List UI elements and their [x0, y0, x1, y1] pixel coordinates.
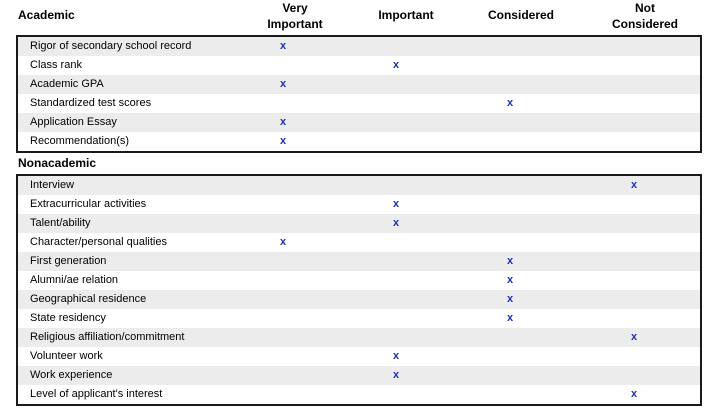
importance-mark: x: [279, 236, 287, 248]
header-academic: Academic: [18, 8, 75, 22]
importance-mark: x: [392, 198, 400, 210]
table-row: Alumni/ae relation x: [18, 271, 700, 290]
table-row: Extracurricular activities x: [18, 195, 700, 214]
importance-mark: x: [279, 78, 287, 90]
table-row: Character/personal qualities x: [18, 233, 700, 252]
table-row: Academic GPA x: [18, 75, 700, 94]
table-row: Application Essay x: [18, 113, 700, 132]
importance-mark: x: [392, 369, 400, 381]
importance-mark: x: [506, 255, 514, 267]
nonacademic-table: Interview x Extracurricular activities x Tal…: [16, 174, 702, 406]
header-not-considered-line2: Considered: [611, 17, 678, 31]
table-row: Talent/ability x: [18, 214, 700, 233]
importance-mark: x: [630, 179, 638, 191]
row-label: Class rank: [30, 59, 82, 71]
row-label: Rigor of secondary school record: [30, 40, 192, 52]
importance-mark: x: [279, 116, 287, 128]
row-label: Recommendation(s): [30, 135, 130, 147]
importance-mark: x: [506, 312, 514, 324]
row-label: Alumni/ae relation: [30, 274, 119, 286]
row-label: Volunteer work: [30, 350, 103, 362]
table-row: Level of applicant's interest x: [18, 385, 700, 404]
row-label: Work experience: [30, 369, 113, 381]
importance-mark: x: [506, 274, 514, 286]
row-label: Interview: [30, 179, 75, 191]
table-row: Volunteer work x: [18, 347, 700, 366]
row-label: Geographical residence: [30, 293, 147, 305]
row-label: Talent/ability: [30, 217, 91, 229]
header-very-important: Very Important: [255, 0, 335, 32]
table-row: State residency x: [18, 309, 700, 328]
importance-mark: x: [630, 331, 638, 343]
table-row: Standardized test scores x: [18, 94, 700, 113]
table-row: Recommendation(s) x: [18, 132, 700, 151]
importance-mark: x: [392, 350, 400, 362]
header-not-considered: Not Considered: [605, 0, 685, 32]
row-label: State residency: [30, 312, 106, 324]
table-row: Work experience x: [18, 366, 700, 385]
header-very-important-line2: Important: [267, 17, 323, 31]
row-label: Character/personal qualities: [30, 236, 167, 248]
nonacademic-label: Nonacademic: [18, 156, 97, 170]
importance-mark: x: [630, 388, 638, 400]
importance-mark: x: [506, 97, 514, 109]
table-row: Rigor of secondary school record x: [18, 37, 700, 56]
header-not-considered-line1: Not: [635, 1, 655, 15]
table-row: Religious affiliation/commitment x: [18, 328, 700, 347]
table-row: Interview x: [18, 176, 700, 195]
importance-mark: x: [392, 59, 400, 71]
row-label: Level of applicant's interest: [30, 388, 163, 400]
row-label: Standardized test scores: [30, 97, 152, 109]
header-very-important-line1: Very: [282, 1, 308, 15]
table-row: Class rank x: [18, 56, 700, 75]
row-label: Application Essay: [30, 116, 117, 128]
table-row: Geographical residence x: [18, 290, 700, 309]
row-label: First generation: [30, 255, 107, 267]
importance-mark: x: [279, 135, 287, 147]
row-label: Religious affiliation/commitment: [30, 331, 185, 343]
importance-mark: x: [279, 40, 287, 52]
academic-table: Rigor of secondary school record x Class r…: [16, 35, 702, 153]
row-label: Academic GPA: [30, 78, 104, 90]
table-row: First generation x: [18, 252, 700, 271]
importance-mark: x: [506, 293, 514, 305]
importance-mark: x: [392, 217, 400, 229]
header-considered: Considered: [487, 8, 554, 22]
row-label: Extracurricular activities: [30, 198, 147, 210]
header-important: Important: [378, 8, 434, 22]
